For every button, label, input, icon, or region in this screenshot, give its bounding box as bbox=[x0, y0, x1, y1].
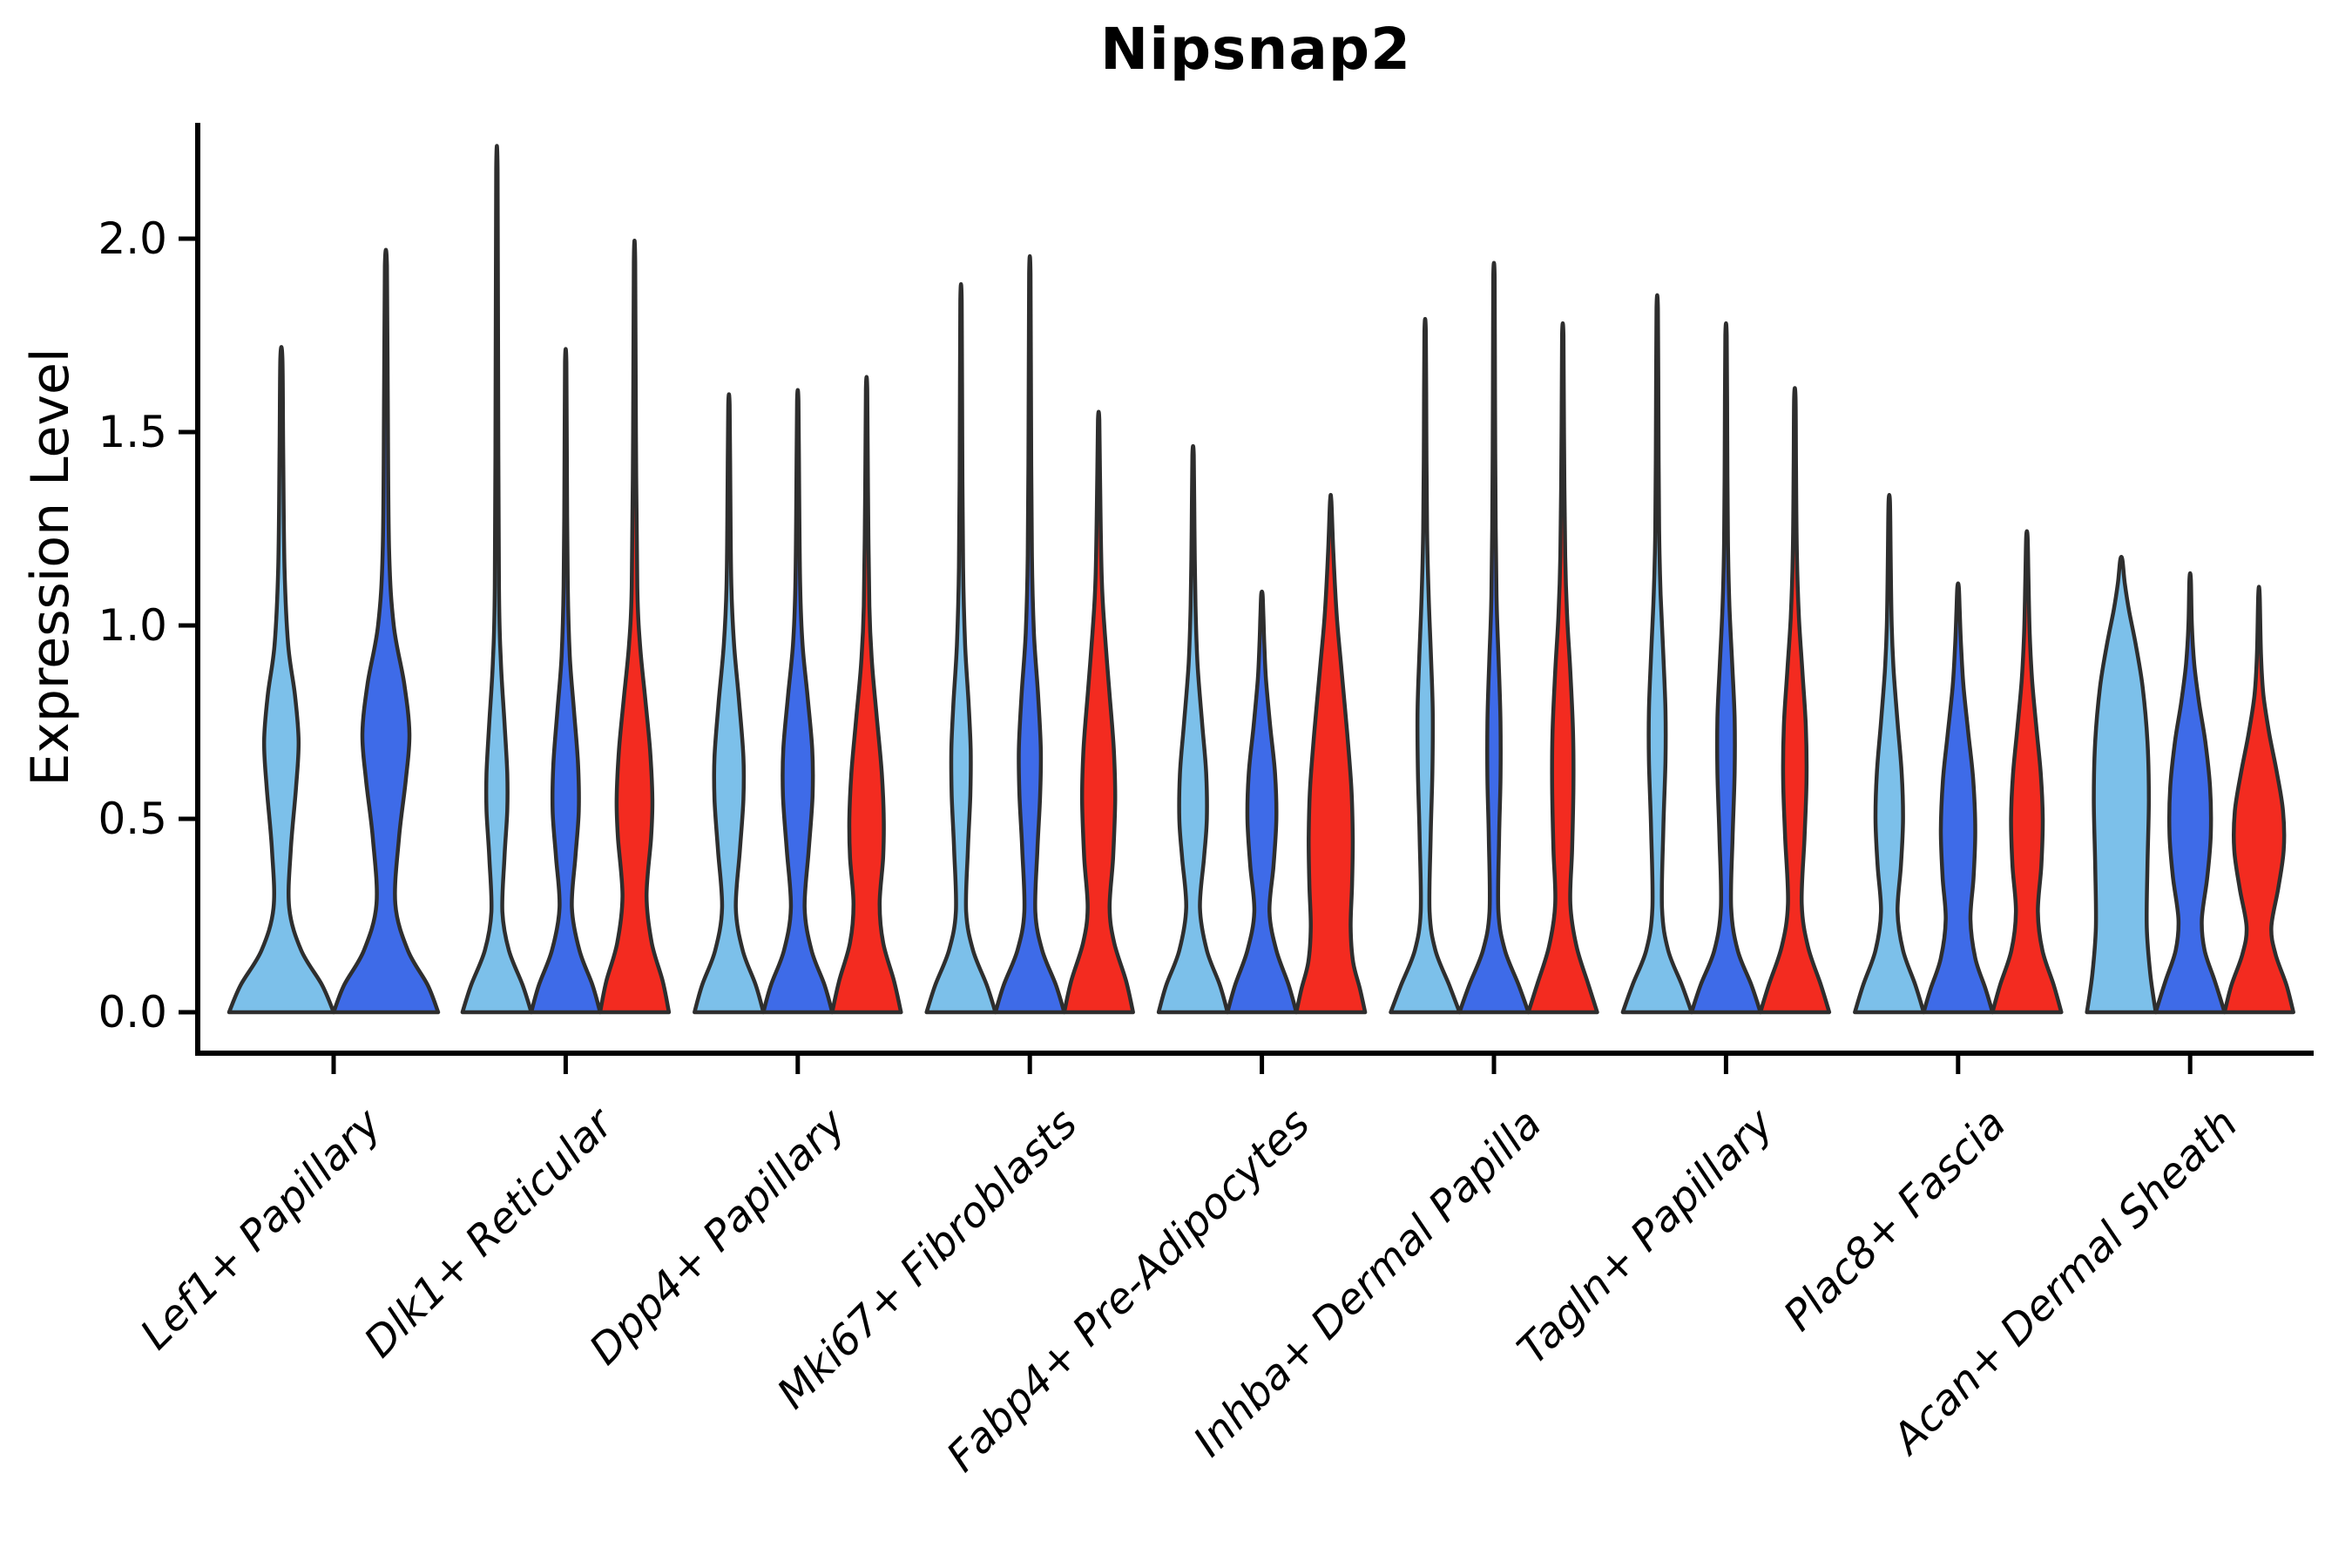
violin-2-dark_blue bbox=[761, 388, 835, 1015]
y-tick-label: 1.0 bbox=[98, 600, 167, 651]
violin-5-light_blue bbox=[1389, 316, 1462, 1015]
violin-4-dark_blue bbox=[1225, 589, 1299, 1015]
violin-6-red bbox=[1758, 386, 1832, 1015]
violin-8-light_blue bbox=[2085, 554, 2158, 1015]
violin-5-red bbox=[1526, 321, 1599, 1015]
violin-4-red bbox=[1294, 492, 1368, 1015]
violin-3-light_blue bbox=[924, 281, 997, 1015]
violin-3-dark_blue bbox=[993, 253, 1066, 1015]
y-tick-label: 1.5 bbox=[98, 407, 167, 457]
violin-6-light_blue bbox=[1620, 293, 1694, 1015]
violin-2-red bbox=[830, 375, 903, 1015]
chart-title: Nipsnap2 bbox=[1099, 16, 1412, 83]
violin-1-light_blue bbox=[460, 144, 534, 1015]
violin-8-dark_blue bbox=[2153, 571, 2227, 1015]
violin-7-red bbox=[1990, 529, 2064, 1015]
y-tick-label: 2.0 bbox=[98, 213, 167, 264]
y-tick-label: 0.5 bbox=[98, 794, 167, 844]
violin-1-dark_blue bbox=[529, 347, 603, 1015]
violin-2-light_blue bbox=[693, 392, 766, 1015]
violin-0-light_blue bbox=[226, 345, 336, 1015]
violin-8-red bbox=[2222, 585, 2295, 1015]
y-tick-label: 0.0 bbox=[98, 987, 167, 1037]
violin-6-dark_blue bbox=[1689, 321, 1763, 1015]
violin-1-red bbox=[598, 239, 672, 1015]
violin-3-red bbox=[1062, 409, 1135, 1015]
violin-0-dark_blue bbox=[331, 247, 441, 1015]
violin-4-light_blue bbox=[1156, 443, 1230, 1015]
violin-7-light_blue bbox=[1853, 492, 1926, 1015]
violin-5-dark_blue bbox=[1457, 260, 1531, 1015]
violin-7-dark_blue bbox=[1922, 581, 1995, 1015]
